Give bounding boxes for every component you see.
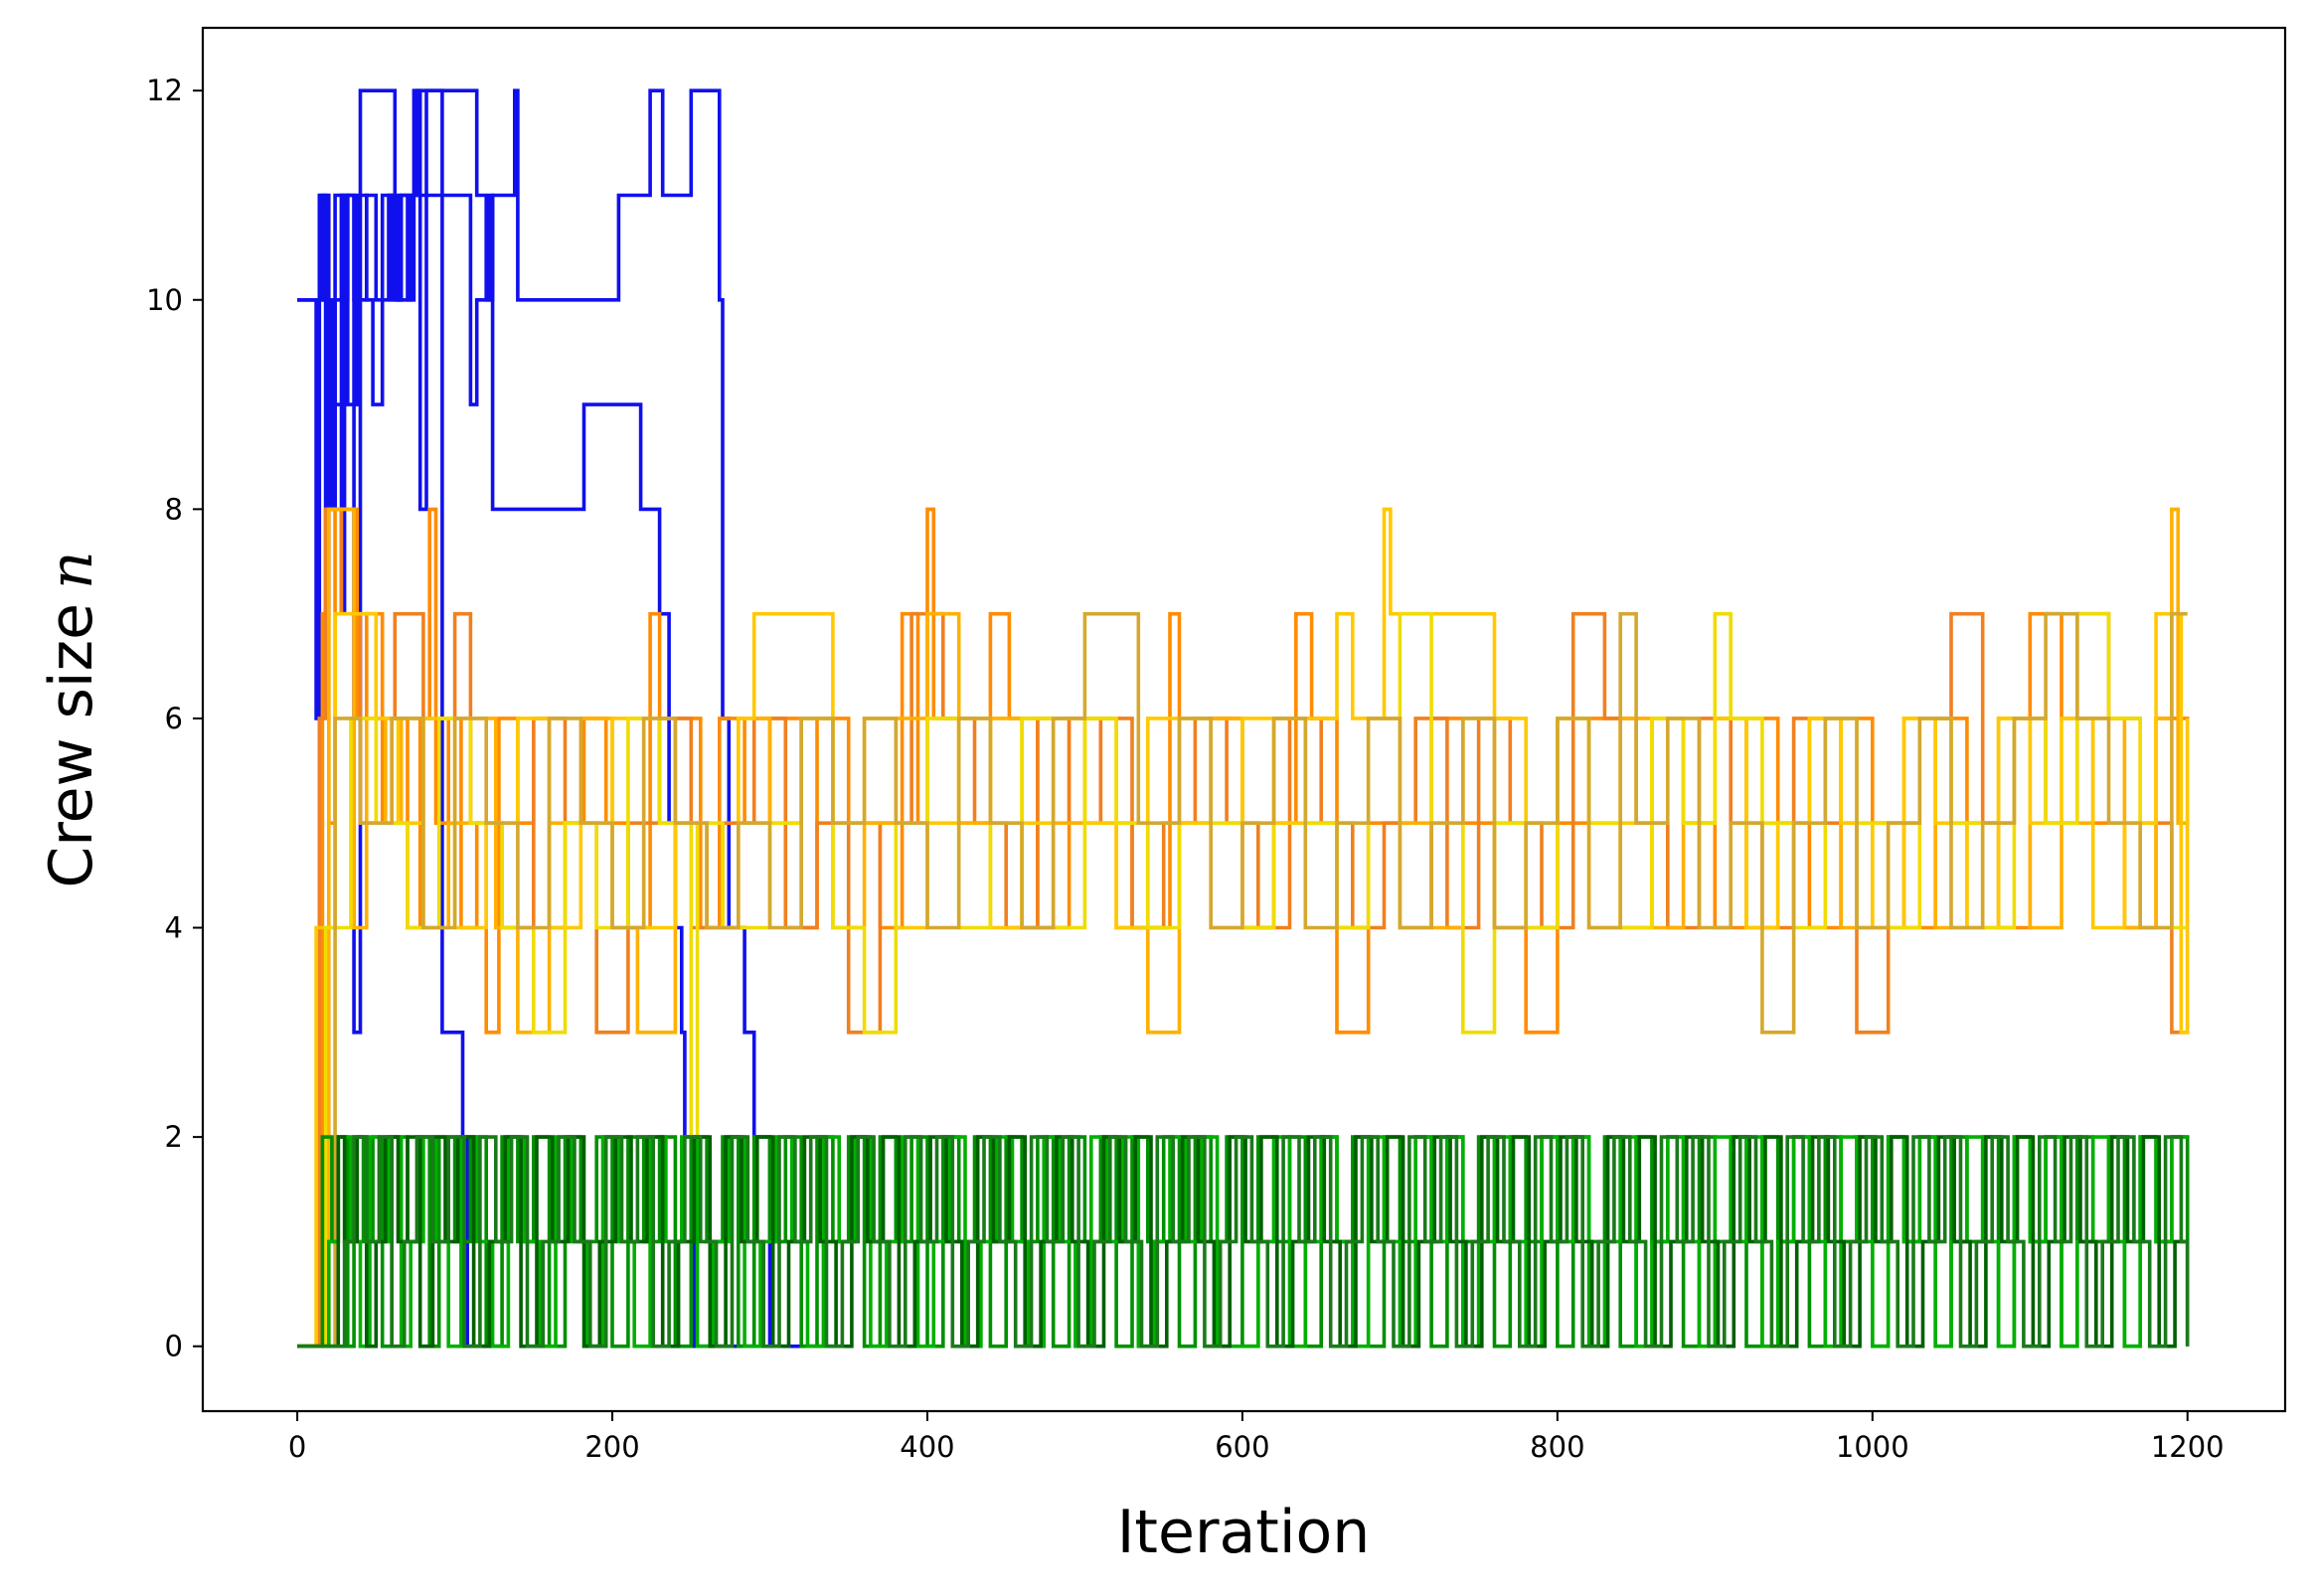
series-line-13	[297, 1135, 2190, 1349]
y-tick-label: 6	[165, 702, 183, 735]
x-tick-label: 400	[900, 1430, 954, 1464]
y-tick-label: 0	[165, 1330, 183, 1363]
x-axis-label: Iteration	[1117, 1498, 1371, 1567]
x-tick-label: 1200	[2151, 1430, 2225, 1464]
plot-frame	[201, 26, 2287, 1413]
y-tick-label: 12	[146, 74, 183, 107]
y-tick-label: 4	[165, 911, 183, 945]
x-axis: 0 200 400 600 800 1000 1200	[288, 1411, 2225, 1464]
y-axis-label: Crew size n	[37, 551, 106, 887]
x-tick-label: 1000	[1836, 1430, 1909, 1464]
y-tick-label: 2	[165, 1120, 183, 1154]
x-tick-label: 0	[288, 1430, 306, 1464]
x-tick-label: 200	[584, 1430, 639, 1464]
y-axis-label-text: Crew size	[37, 603, 106, 888]
x-tick-label: 600	[1215, 1430, 1269, 1464]
series-line-9	[297, 611, 2188, 1349]
x-tick-label: 800	[1530, 1430, 1584, 1464]
y-tick-label: 10	[146, 283, 183, 317]
y-axis-label-symbol: n	[37, 551, 106, 589]
series-layer	[297, 88, 2190, 1349]
y-axis: 0 2 4 6 8 10 12	[146, 74, 203, 1363]
y-tick-label: 8	[165, 492, 183, 526]
